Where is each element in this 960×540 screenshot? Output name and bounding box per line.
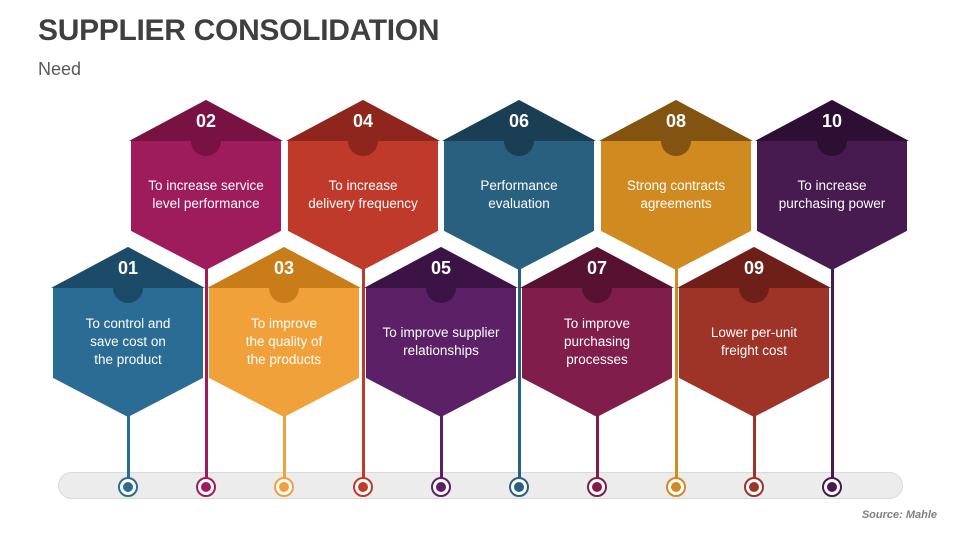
hexagon-number: 08	[665, 111, 687, 131]
timeline-marker-dot	[358, 482, 368, 492]
hexagon-number: 02	[195, 111, 217, 131]
page-subtitle: Need	[38, 59, 82, 79]
hexagon-notch-icon	[582, 273, 612, 303]
hexagon-label: To increase purchasing power	[778, 178, 886, 211]
hexagon-number: 05	[430, 258, 452, 278]
hexagon-item: 06 Performance evaluation	[442, 100, 596, 270]
timeline-marker-ring	[274, 477, 294, 497]
hexagon-item: 04 To increase delivery frequency	[286, 100, 440, 270]
hexagon-notch-icon	[426, 273, 456, 303]
hexagon-item: 09 Lower per-unit freight cost	[677, 247, 831, 417]
timeline-marker-ring	[744, 477, 764, 497]
connector-line	[595, 409, 599, 482]
timeline-marker-dot	[592, 482, 602, 492]
hexagon-label: Strong contracts agreements	[626, 178, 726, 211]
hexagon-item: 02 To increase service level performance	[129, 100, 283, 270]
hexagon-notch-icon	[269, 273, 299, 303]
timeline-marker-ring	[353, 477, 373, 497]
hexagon-label: To control and save cost on the product	[85, 316, 171, 367]
source-attribution: Source: Mahle	[861, 509, 937, 521]
connector-line	[830, 262, 834, 482]
timeline-marker-ring	[118, 477, 138, 497]
timeline-bar	[58, 472, 903, 499]
connector-line	[674, 262, 678, 482]
hexagon-label: To increase delivery frequency	[308, 178, 418, 211]
hexagon-label: To increase service level performance	[148, 178, 264, 211]
hexagon-notch-icon	[504, 126, 534, 156]
hexagon-number: 09	[743, 258, 765, 278]
hexagon-number: 06	[508, 111, 530, 131]
timeline-marker-ring	[822, 477, 842, 497]
timeline-marker-ring	[509, 477, 529, 497]
hexagon-label: Lower per-unit freight cost	[710, 325, 798, 358]
timeline-marker-ring	[196, 477, 216, 497]
timeline-marker-ring	[587, 477, 607, 497]
page-title: SUPPLIER CONSOLIDATION	[38, 14, 440, 47]
hexagon-item: 05 To improve supplier relationships	[364, 247, 518, 417]
hexagon-number: 03	[273, 258, 295, 278]
timeline-marker-dot	[827, 482, 837, 492]
connector-line	[282, 409, 286, 482]
hexagon-item: 01 To control and save cost on the produ…	[51, 247, 205, 417]
timeline-marker-dot	[671, 482, 681, 492]
hexagon-notch-icon	[661, 126, 691, 156]
hexagon-label: To improve purchasing processes	[563, 316, 631, 367]
hexagon-item: 10 To increase purchasing power	[755, 100, 909, 270]
hexagon-notch-icon	[113, 273, 143, 303]
connector-line	[126, 409, 130, 482]
timeline-marker-dot	[279, 482, 289, 492]
hexagon-label: To improve supplier relationships	[382, 325, 500, 358]
timeline-marker-ring	[431, 477, 451, 497]
connector-line	[361, 262, 365, 482]
timeline-marker-dot	[514, 482, 524, 492]
connector-line	[204, 262, 208, 482]
hexagon-number: 04	[352, 111, 374, 131]
timeline-marker-ring	[666, 477, 686, 497]
hexagon-notch-icon	[348, 126, 378, 156]
hexagon-number: 01	[117, 258, 139, 278]
timeline-marker-dot	[123, 482, 133, 492]
hexagon-label: To improve the quality of the products	[245, 316, 323, 367]
timeline-marker-dot	[749, 482, 759, 492]
connector-line	[517, 262, 521, 482]
timeline-marker-dot	[201, 482, 211, 492]
connector-line	[439, 409, 443, 482]
hexagon-label: Performance evaluation	[480, 178, 558, 211]
hexagon-item: 08 Strong contracts agreements	[599, 100, 753, 270]
hexagon-notch-icon	[191, 126, 221, 156]
hexagon-item: 03 To improve the quality of the product…	[207, 247, 361, 417]
hexagon-notch-icon	[817, 126, 847, 156]
timeline-marker-dot	[436, 482, 446, 492]
hexagon-number: 10	[821, 111, 843, 131]
hexagon-item: 07 To improve purchasing processes	[520, 247, 674, 417]
connector-line	[752, 409, 756, 482]
hexagon-number: 07	[586, 258, 608, 278]
hexagon-notch-icon	[739, 273, 769, 303]
